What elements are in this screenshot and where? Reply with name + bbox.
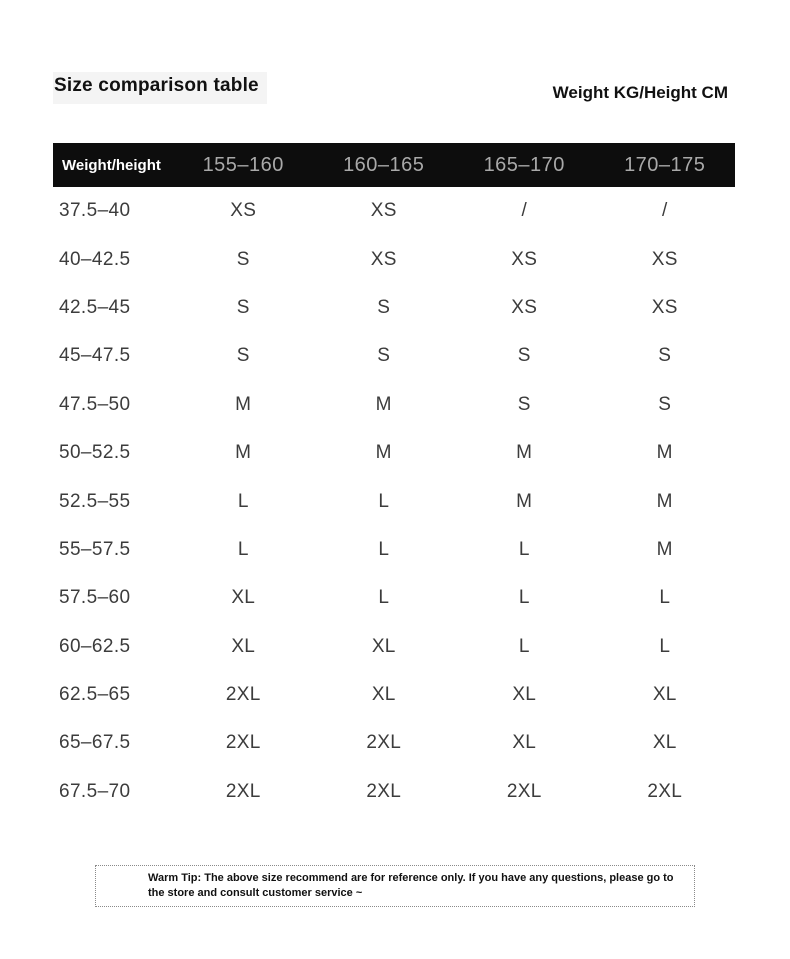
- weight-range-cell: 37.5–40: [59, 200, 131, 222]
- page-title: Size comparison table: [53, 72, 267, 104]
- size-cell: XL: [231, 587, 256, 609]
- weight-range-cell: 50–52.5: [59, 442, 131, 464]
- size-cell: /: [661, 200, 668, 222]
- size-cell: S: [658, 393, 672, 415]
- size-cell: 2XL: [647, 780, 683, 802]
- size-cell: L: [659, 635, 671, 657]
- size-cell: XS: [511, 248, 538, 270]
- size-cell: L: [237, 538, 249, 560]
- table-row: 60–62.5 XL XL L L: [53, 623, 735, 671]
- size-cell: M: [375, 393, 392, 415]
- size-cell: M: [235, 393, 252, 415]
- size-cell: XL: [371, 684, 396, 706]
- weight-range-cell: 60–62.5: [59, 635, 131, 657]
- size-table: Weight/height 155–160 160–165 165–170 17…: [53, 143, 735, 816]
- size-cell: M: [656, 538, 673, 560]
- weight-range-cell: 52.5–55: [59, 490, 131, 512]
- size-cell: 2XL: [366, 732, 402, 754]
- height-column-header: 170–175: [624, 153, 706, 176]
- size-cell: S: [236, 296, 250, 318]
- table-row: 62.5–65 2XL XL XL XL: [53, 671, 735, 719]
- size-cell: L: [237, 490, 249, 512]
- size-cell: L: [518, 587, 530, 609]
- size-cell: XL: [652, 732, 677, 754]
- size-cell: S: [517, 345, 531, 367]
- size-cell: XL: [512, 732, 537, 754]
- size-cell: XL: [512, 684, 537, 706]
- weight-range-cell: 57.5–60: [59, 587, 131, 609]
- weight-range-cell: 47.5–50: [59, 393, 131, 415]
- weight-range-cell: 67.5–70: [59, 780, 131, 802]
- size-cell: 2XL: [366, 780, 402, 802]
- table-row: 52.5–55 L L M M: [53, 477, 735, 525]
- size-cell: 2XL: [506, 780, 542, 802]
- size-cell: XL: [231, 635, 256, 657]
- table-row: 57.5–60 XL L L L: [53, 574, 735, 622]
- size-cell: L: [659, 587, 671, 609]
- table-row: 45–47.5 S S S S: [53, 332, 735, 380]
- size-cell: XS: [370, 200, 397, 222]
- weight-range-cell: 65–67.5: [59, 732, 131, 754]
- size-cell: M: [656, 442, 673, 464]
- size-cell: 2XL: [225, 684, 261, 706]
- size-cell: 2XL: [225, 780, 261, 802]
- size-cell: XL: [371, 635, 396, 657]
- size-cell: S: [658, 345, 672, 367]
- size-cell: M: [235, 442, 252, 464]
- size-cell: L: [518, 538, 530, 560]
- size-cell: L: [378, 490, 390, 512]
- size-cell: XL: [652, 684, 677, 706]
- size-cell: S: [236, 248, 250, 270]
- table-header-row: Weight/height 155–160 160–165 165–170 17…: [53, 143, 735, 187]
- warm-tip-box: Warm Tip: The above size recommend are f…: [95, 865, 695, 907]
- size-cell: XS: [651, 296, 678, 318]
- height-column-header: 155–160: [202, 153, 284, 176]
- size-cell: S: [377, 345, 391, 367]
- size-cell: M: [516, 490, 533, 512]
- table-row: 65–67.5 2XL 2XL XL XL: [53, 719, 735, 767]
- size-cell: S: [377, 296, 391, 318]
- size-cell: M: [656, 490, 673, 512]
- weight-range-cell: 45–47.5: [59, 345, 131, 367]
- size-cell: L: [518, 635, 530, 657]
- corner-header-cell: Weight/height: [62, 156, 161, 174]
- weight-range-cell: 40–42.5: [59, 248, 131, 270]
- size-cell: XS: [511, 296, 538, 318]
- size-cell: L: [378, 587, 390, 609]
- size-cell: M: [516, 442, 533, 464]
- table-row: 42.5–45 S S XS XS: [53, 284, 735, 332]
- size-cell: XS: [370, 248, 397, 270]
- weight-range-cell: 42.5–45: [59, 296, 131, 318]
- warm-tip-text: Warm Tip: The above size recommend are f…: [148, 872, 674, 899]
- height-column-header: 160–165: [343, 153, 425, 176]
- table-row: 40–42.5 S XS XS XS: [53, 235, 735, 283]
- weight-range-cell: 62.5–65: [59, 684, 131, 706]
- size-cell: S: [517, 393, 531, 415]
- size-cell: L: [378, 538, 390, 560]
- table-row: 55–57.5 L L L M: [53, 526, 735, 574]
- table-row: 37.5–40 XS XS / /: [53, 187, 735, 235]
- size-cell: M: [375, 442, 392, 464]
- size-cell: XS: [230, 200, 257, 222]
- size-cell: /: [521, 200, 528, 222]
- table-row: 47.5–50 M M S S: [53, 381, 735, 429]
- table-row: 67.5–70 2XL 2XL 2XL 2XL: [53, 768, 735, 816]
- height-column-header: 165–170: [483, 153, 565, 176]
- size-cell: S: [236, 345, 250, 367]
- table-body: 37.5–40 XS XS / / 40–42.5 S XS XS XS 42.5–45 S S XS XS…: [53, 187, 735, 816]
- size-cell: 2XL: [225, 732, 261, 754]
- unit-label: Weight KG/Height CM: [552, 83, 728, 102]
- weight-range-cell: 55–57.5: [59, 538, 131, 560]
- table-row: 50–52.5 M M M M: [53, 429, 735, 477]
- size-cell: XS: [651, 248, 678, 270]
